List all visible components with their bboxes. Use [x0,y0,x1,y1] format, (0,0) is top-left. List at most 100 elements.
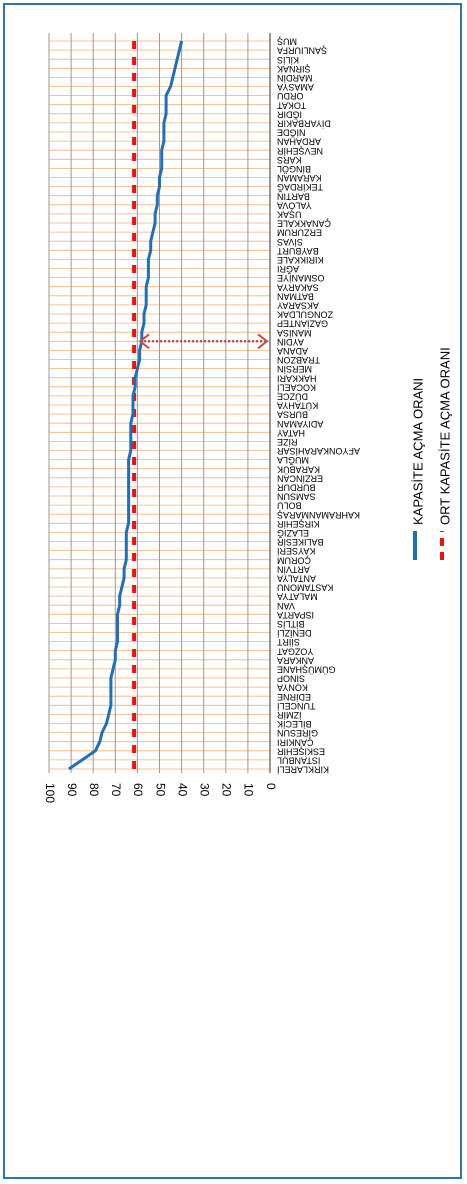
category-label: RİZE [277,437,298,447]
category-label: TEKİRDAĞ [277,182,323,192]
value-tick-label: 60 [131,783,145,797]
category-label: AYDIN [277,337,304,347]
category-label: HAKKARİ [277,373,317,383]
category-label: ADANA [277,346,308,356]
grid-layer [48,33,271,773]
category-label: NİĞDE [277,128,306,138]
value-tick-label: 50 [153,783,167,797]
category-label: BURSA [277,410,308,420]
value-tick-label: 80 [87,783,101,797]
category-label: ARDAHAN [277,137,321,147]
category-label: ERZURUM [277,228,322,238]
category-label: KARABÜK [277,464,320,474]
value-tick-label: 70 [109,783,123,797]
category-label: KAYSERİ [277,546,315,556]
category-label: SİNOP [277,674,305,684]
legend: KAPASİTE AÇMA ORANI ORT KAPASİTE AÇMA ORA… [410,347,452,560]
chart-frame: 0 10 20 30 40 50 60 70 80 90 100 KIRKLARELİ İSTANBU… [3,3,462,1179]
category-label: SAKARYA [277,282,319,292]
chart-svg: 0 10 20 30 40 50 60 70 80 90 100 KIRKLARELİİSTANBU… [43,33,452,803]
category-label: ŞIRNAK [277,64,311,74]
category-label: ARTVİN [277,564,310,574]
category-label: ISPARTA [277,610,314,620]
legend-label-average: ORT KAPASİTE AÇMA ORANI [437,347,452,525]
category-label: TRABZON [277,355,320,365]
category-label: YOZGAT [277,646,314,656]
category-label: BATMAN [277,291,314,301]
category-label: AFYONKARAHİSAR [277,446,361,456]
category-label: EDİRNE [277,692,311,702]
category-label: MANİSA [277,328,312,338]
category-label: ANTALYA [277,574,316,584]
category-label: DENİZLİ [277,628,312,638]
value-tick-label: 30 [198,783,212,797]
annotation-layer [138,333,269,350]
category-label: ERZİNCAN [277,473,323,483]
category-label: GAZİANTEP [277,319,328,329]
category-label: SİVAS [277,237,303,247]
category-label: ŞANLIURFA [277,46,327,56]
category-label: AKSARAY [277,301,319,311]
value-tick-label: 10 [242,783,256,797]
category-label: KIRIKKALE [277,255,324,265]
category-label: BİNGÖL [277,164,311,174]
category-label: BOLU [277,501,302,511]
category-label: BİLECİK [277,719,312,729]
category-label: BALIKESİR [277,537,324,547]
category-label: ELAZIĞ [277,528,309,538]
category-label: KIRKLARELİ [277,765,329,775]
category-label: AMASYA [277,82,314,92]
category-label: OSMANİYE [277,273,325,283]
category-label: ÇORUM [277,555,311,565]
category-label: KASTAMONU [277,583,333,593]
category-label: SİİRT [277,637,300,647]
category-label: HATAY [277,428,305,438]
category-label: YALOVA [277,200,312,210]
category-label: NEVŞEHİR [277,146,324,156]
category-label: KARAMAN [277,173,322,183]
category-label: MUĞLA [277,455,309,465]
category-label: IĞDIR [277,109,303,119]
category-label: BAYBURT [277,246,319,256]
category-label: AĞRI [277,264,299,274]
category-label: KARS [277,155,302,165]
category-label: ORDU [277,91,304,101]
value-tick-label: 100 [43,783,57,803]
category-label: ÇANKIRI [277,737,314,747]
category-label: MARDİN [277,73,313,83]
category-label: MERSİN [277,364,312,374]
category-label: İZMİR [277,710,302,720]
category-label: KIRŞEHİR [277,519,320,529]
legend-label-capacity: KAPASİTE AÇMA ORANI [410,378,425,525]
category-label: BURDUR [277,483,316,493]
category-label: VAN [277,601,295,611]
category-label: UŞAK [277,210,302,220]
category-label: BARTIN [277,191,310,201]
value-tick-label: 20 [220,783,234,797]
annotation-arrowhead-left [138,333,150,350]
value-tick-label: 0 [264,783,278,790]
category-label: KONYA [277,683,308,693]
category-label: MALATYA [277,592,318,602]
tick-layer: 0 10 20 30 40 50 60 70 80 90 100 [43,783,278,803]
series-layer [68,40,184,771]
category-label: KAHRAMANMARAŞ [277,510,360,520]
category-label: ANKARA [277,655,314,665]
category-label: GİRESUN [277,728,318,738]
value-tick-label: 90 [65,783,79,797]
category-label: İSTANBUL [277,756,320,766]
category-label: KİLİS [277,55,299,65]
category-labels: KIRKLARELİİSTANBULESKİŞEHİRÇANKIRIGİRESU… [276,37,360,775]
category-label: ÇANAKKALE [277,219,331,229]
category-label: TOKAT [276,100,306,110]
category-label: KÜTAHYA [277,401,318,411]
category-label: SAMSUN [277,492,316,502]
category-label: GÜMÜŞHANE [277,665,336,675]
category-label: ESKİŞEHİR [277,746,326,756]
category-label: ZONGULDAK [277,310,333,320]
category-label: TUNCELİ [277,701,316,711]
category-label: KOCAELİ [277,382,316,392]
category-label: BİTLİS [277,619,305,629]
value-tick-label: 40 [175,783,189,797]
category-label: DİYARBAKIR [277,119,331,129]
